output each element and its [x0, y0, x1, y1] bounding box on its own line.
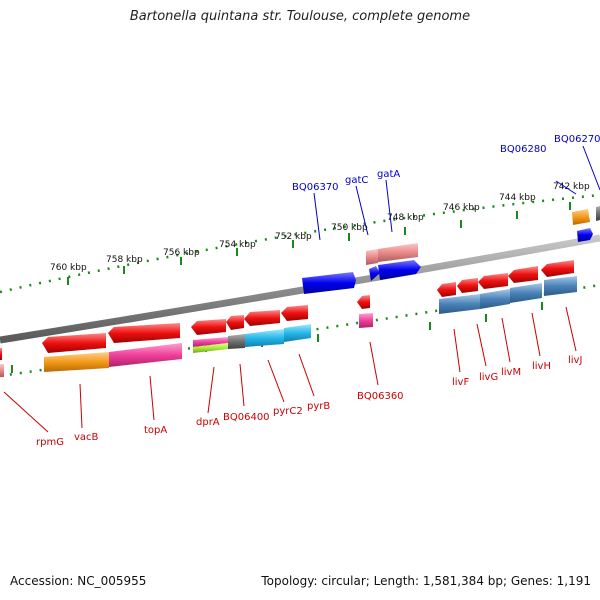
feature-vacB-red	[42, 333, 106, 353]
gene-label-bottom: pyrB	[307, 401, 330, 412]
gene-label-bottom: livM	[501, 367, 521, 378]
feature-livM-red	[478, 273, 508, 289]
feature-BQ06400-red	[226, 315, 244, 330]
kbp-label: 748 kbp	[387, 213, 424, 223]
kbp-label: 746 kbp	[443, 203, 480, 213]
feature-gatA	[378, 260, 421, 280]
feature-BQ06400	[228, 334, 245, 349]
feature-pyrC2	[245, 329, 284, 347]
kbp-label: 754 kbp	[219, 240, 256, 250]
feature-livJ-red	[541, 260, 574, 277]
feature-livM	[480, 289, 510, 309]
feature-BQ06280	[572, 209, 590, 225]
gene-label-bottom: livF	[452, 377, 469, 388]
feature-livH	[510, 283, 542, 303]
genome-backbone	[0, 234, 600, 344]
kbp-label: 744 kbp	[499, 193, 536, 203]
gene-label-bottom: vacB	[74, 432, 99, 443]
feature-livJ	[544, 276, 577, 296]
kbp-label: 752 kbp	[275, 232, 312, 242]
feature-dprA-red	[191, 319, 226, 335]
feature-BQ06360-red	[357, 295, 370, 309]
feature-livF-red	[437, 282, 456, 297]
feature-pyrC2-red	[244, 310, 280, 326]
kbp-label: 758 kbp	[106, 255, 143, 265]
feature-pyrB	[284, 324, 311, 342]
map-title: Bartonella quintana str. Toulouse, compl…	[129, 9, 471, 24]
gene-label-bottom: livG	[479, 372, 498, 383]
gene-label-bottom: livH	[532, 361, 551, 372]
gene-label-top: BQ06370	[292, 182, 339, 193]
reverse-strand-features	[0, 260, 577, 377]
gene-label-bottom: BQ06360	[357, 391, 404, 402]
feature-vacB	[44, 352, 109, 372]
gene-label-bottom: pyrC2	[273, 406, 303, 417]
feature-BQ06270	[596, 206, 600, 221]
feature-dprA-mag	[193, 337, 228, 347]
topology-label: Topology: circular; Length: 1,581,384 bp…	[261, 574, 591, 588]
gene-label-bottom: topA	[144, 425, 167, 436]
feature-pyrB-red	[281, 305, 308, 321]
feature-topA	[109, 343, 182, 367]
feature-livG-red	[457, 278, 478, 293]
feature-BQ06280-arrow	[577, 228, 593, 242]
feature-BQ06370	[302, 272, 356, 294]
gene-label-top: BQ06280	[500, 144, 547, 155]
feature-topA-red	[108, 323, 180, 343]
feature-BQ06360	[359, 313, 373, 328]
kbp-label: 742 kbp	[553, 182, 590, 192]
feature-rpmG	[0, 364, 4, 377]
feature-dprA	[193, 343, 228, 353]
leader-lines-top	[313, 145, 600, 241]
feature-livH-red	[508, 266, 538, 283]
leader-lines-bottom	[3, 306, 577, 433]
gene-label-bottom: dprA	[196, 417, 220, 428]
feature-gatC-pink	[366, 249, 378, 265]
kbp-label: 756 kbp	[163, 248, 200, 258]
feature-livF	[439, 294, 480, 314]
feature-gatA-pink	[378, 243, 418, 262]
gene-label-top: gatA	[377, 169, 400, 180]
gene-label-top: BQ06270	[554, 134, 600, 145]
gene-label-bottom: livJ	[568, 355, 582, 366]
accession-label: Accession: NC_005955	[10, 574, 147, 588]
kbp-label: 750 kbp	[331, 223, 368, 233]
gene-label-top: gatC	[345, 175, 368, 186]
forward-strand-features	[302, 206, 600, 294]
gene-label-bottom: rpmG	[36, 437, 64, 448]
gene-label-bottom: BQ06400	[223, 412, 270, 423]
feature-gatC	[369, 266, 380, 281]
kbp-label: 760 kbp	[50, 263, 87, 273]
feature-rpmG-red	[0, 348, 2, 360]
